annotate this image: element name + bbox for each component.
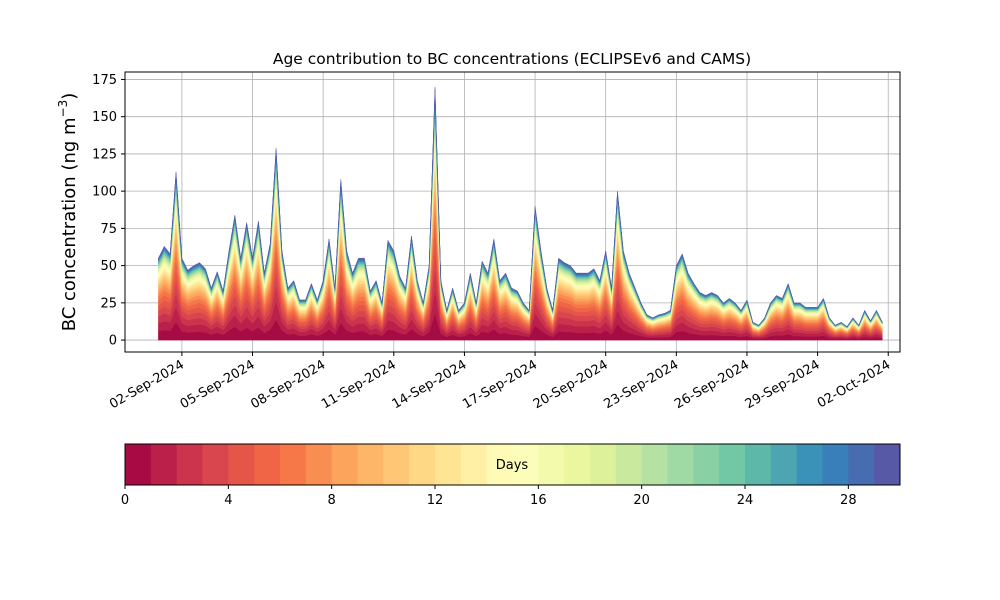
y-tick-label: 150 xyxy=(92,110,117,125)
colorbar-bin xyxy=(460,444,488,485)
axes-frame xyxy=(124,71,901,353)
colorbar-bin xyxy=(305,444,333,485)
colorbar-tick-label: 4 xyxy=(224,493,232,508)
colorbar-bin xyxy=(409,444,436,485)
colorbar-ticks: 0 4 8 12 16 20 24 28 xyxy=(121,485,857,508)
colorbar-bin xyxy=(150,444,178,485)
x-tick-label: 17-Sep-2024 xyxy=(460,357,540,412)
colorbar-tick-label: 8 xyxy=(328,493,336,508)
colorbar-bin xyxy=(719,444,746,485)
age-colorbar xyxy=(124,443,901,486)
colorbar-label: Days xyxy=(496,458,529,473)
colorbar-bin xyxy=(228,444,255,485)
colorbar-bin xyxy=(280,444,307,485)
x-tick-label: 11-Sep-2024 xyxy=(319,357,399,412)
y-tick-label: 50 xyxy=(100,259,117,274)
y-tick-label: 75 xyxy=(100,222,117,237)
colorbar-tick-label: 24 xyxy=(737,493,754,508)
plot-area xyxy=(124,71,901,353)
colorbar-bin xyxy=(254,444,281,485)
colorbar-bin xyxy=(796,444,823,485)
x-tick-label: 20-Sep-2024 xyxy=(531,357,611,412)
x-tick-label: 29-Sep-2024 xyxy=(743,357,823,412)
y-tick-label: 100 xyxy=(92,185,117,200)
colorbar-bin xyxy=(848,444,875,485)
y-axis-ticks: 0 25 50 75 100 125 150 175 xyxy=(92,73,125,349)
x-tick-label: 23-Sep-2024 xyxy=(602,357,682,412)
x-tick-label: 02-Sep-2024 xyxy=(107,357,187,412)
y-axis-label: BC concentration (ng m−3) xyxy=(56,93,80,332)
colorbar-bin xyxy=(383,444,410,485)
y-axis-label-close: ) xyxy=(59,93,80,100)
age-band-day-29 xyxy=(158,86,883,328)
colorbar-bin xyxy=(435,444,462,485)
colorbar-bin xyxy=(745,444,772,485)
age-bands xyxy=(158,86,883,341)
x-tick-label: 14-Sep-2024 xyxy=(390,357,470,412)
y-tick-label: 175 xyxy=(92,73,117,88)
colorbar-bin xyxy=(176,444,203,485)
colorbar-bin xyxy=(564,444,591,485)
colorbar-bin xyxy=(486,444,513,485)
x-axis-ticks: 02-Sep-202405-Sep-202408-Sep-202411-Sep-… xyxy=(107,352,893,412)
colorbar-tick-label: 20 xyxy=(633,493,650,508)
x-tick-label: 05-Sep-2024 xyxy=(178,357,258,412)
x-tick-label: 26-Sep-2024 xyxy=(672,357,752,412)
colorbar-bin xyxy=(590,444,617,485)
colorbar-bin xyxy=(331,444,358,485)
colorbar-bin xyxy=(125,444,152,485)
colorbar-bin xyxy=(202,444,229,485)
colorbar-bin xyxy=(512,444,539,485)
y-tick-label: 25 xyxy=(100,296,117,311)
colorbar-bin xyxy=(357,444,384,485)
y-axis-label-superscript: −3 xyxy=(56,100,70,118)
y-tick-label: 125 xyxy=(92,147,117,162)
x-tick-label: 02-Oct-2024 xyxy=(815,357,893,411)
colorbar-bin xyxy=(822,444,849,485)
colorbar-bin xyxy=(667,444,694,485)
colorbar-frame xyxy=(124,443,901,486)
colorbar-bin xyxy=(770,444,798,485)
colorbar-bin xyxy=(874,444,901,485)
colorbar-bin xyxy=(641,444,668,485)
colorbar-tick-label: 0 xyxy=(121,493,129,508)
colorbar-tick-label: 28 xyxy=(840,493,857,508)
colorbar-bin xyxy=(693,444,720,485)
colorbar-bin xyxy=(615,444,643,485)
y-tick-label: 0 xyxy=(109,334,117,349)
colorbar-bin xyxy=(538,444,565,485)
chart-title: Age contribution to BC concentrations (E… xyxy=(273,50,751,68)
colorbar-tick-label: 16 xyxy=(530,493,547,508)
x-tick-label: 08-Sep-2024 xyxy=(248,357,328,412)
y-axis-label-main: BC concentration (ng m xyxy=(59,117,80,331)
colorbar-tick-label: 12 xyxy=(427,493,444,508)
